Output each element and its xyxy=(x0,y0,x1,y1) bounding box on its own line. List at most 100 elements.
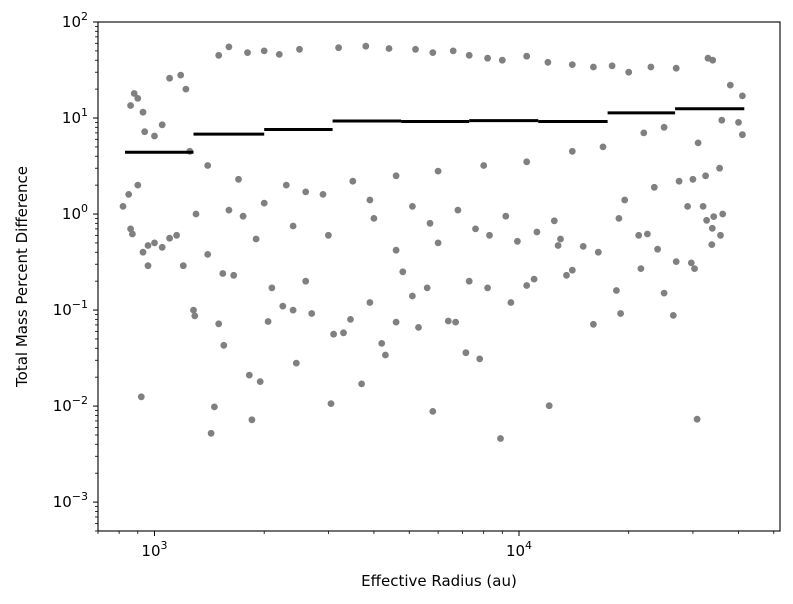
data-point xyxy=(137,393,145,401)
data-point xyxy=(166,234,174,242)
data-point xyxy=(434,239,442,247)
data-point xyxy=(480,162,488,169)
data-point xyxy=(392,246,400,254)
data-point xyxy=(296,45,303,53)
data-point xyxy=(514,237,521,245)
data-point xyxy=(694,139,702,147)
axis-ticks xyxy=(93,21,775,536)
data-point xyxy=(472,225,479,233)
data-point xyxy=(557,235,564,243)
data-point xyxy=(615,215,623,222)
data-point xyxy=(248,416,256,424)
data-point xyxy=(139,108,147,116)
data-point xyxy=(625,68,633,76)
data-point xyxy=(392,318,400,326)
data-point xyxy=(699,203,707,210)
data-point xyxy=(302,277,310,285)
data-point xyxy=(260,199,268,207)
data-point xyxy=(462,349,470,357)
data-point xyxy=(215,320,223,328)
data-point xyxy=(219,270,227,277)
data-point xyxy=(675,177,683,185)
data-point xyxy=(256,378,264,385)
data-point xyxy=(708,224,716,232)
data-point xyxy=(268,284,276,292)
data-point xyxy=(225,206,233,214)
data-point xyxy=(579,243,587,250)
x-tick-label: 103 xyxy=(141,539,167,560)
data-point xyxy=(370,215,378,222)
data-point xyxy=(173,231,181,239)
data-point xyxy=(292,359,300,367)
data-point xyxy=(308,310,316,317)
scatter-points xyxy=(119,42,746,442)
data-point xyxy=(709,56,717,64)
data-point xyxy=(719,210,727,218)
data-point xyxy=(415,324,422,331)
data-point xyxy=(563,271,570,279)
y-tick-label: 100 xyxy=(62,202,88,223)
y-tick-label: 10−2 xyxy=(53,394,88,415)
data-point xyxy=(204,162,212,169)
data-point xyxy=(594,248,602,256)
data-point xyxy=(590,63,597,71)
data-point xyxy=(654,245,661,253)
data-point xyxy=(245,371,253,379)
data-point xyxy=(691,265,698,272)
axis-tick-labels: 103 104 102 101 100 10−1 10−2 10−3 xyxy=(53,10,532,560)
data-point xyxy=(716,164,723,172)
data-point xyxy=(327,400,335,407)
data-point xyxy=(672,64,680,72)
data-point xyxy=(191,312,199,320)
data-point xyxy=(225,43,233,51)
data-point xyxy=(523,158,531,166)
data-point xyxy=(349,177,357,185)
y-tick-label: 101 xyxy=(62,106,88,127)
data-point xyxy=(735,119,742,126)
data-point xyxy=(275,51,283,58)
data-point xyxy=(449,47,457,55)
y-tick-label: 102 xyxy=(62,10,88,31)
data-point xyxy=(660,289,668,297)
data-point xyxy=(429,408,437,415)
data-point xyxy=(260,47,268,55)
data-point xyxy=(366,299,374,306)
data-point xyxy=(689,175,697,183)
data-point xyxy=(568,266,576,274)
data-point xyxy=(125,191,133,198)
data-point xyxy=(693,415,701,423)
data-point xyxy=(302,188,310,196)
data-point xyxy=(530,275,538,283)
data-point xyxy=(484,284,491,292)
x-axis-label: Effective Radius (au) xyxy=(361,572,517,590)
data-point xyxy=(726,81,734,89)
data-point xyxy=(215,51,223,59)
data-point xyxy=(330,330,337,338)
data-point xyxy=(409,203,416,210)
data-point xyxy=(358,380,365,388)
x-tick-label: 104 xyxy=(506,539,532,560)
data-point xyxy=(739,131,746,139)
data-point xyxy=(672,258,680,265)
data-point xyxy=(244,49,251,56)
data-point xyxy=(718,116,726,124)
data-point xyxy=(399,268,407,276)
data-point xyxy=(608,62,616,70)
data-point xyxy=(289,222,297,230)
data-point xyxy=(158,243,166,251)
data-point xyxy=(204,251,212,258)
data-point xyxy=(426,219,434,227)
data-point xyxy=(412,45,419,53)
data-point xyxy=(382,351,389,359)
data-point xyxy=(220,341,228,349)
data-point xyxy=(454,206,462,214)
data-point xyxy=(507,299,515,306)
data-point xyxy=(498,56,506,64)
data-point xyxy=(134,181,142,189)
plot-frame xyxy=(97,21,781,532)
data-point xyxy=(423,284,431,292)
data-point xyxy=(144,262,152,270)
data-point xyxy=(590,320,597,328)
